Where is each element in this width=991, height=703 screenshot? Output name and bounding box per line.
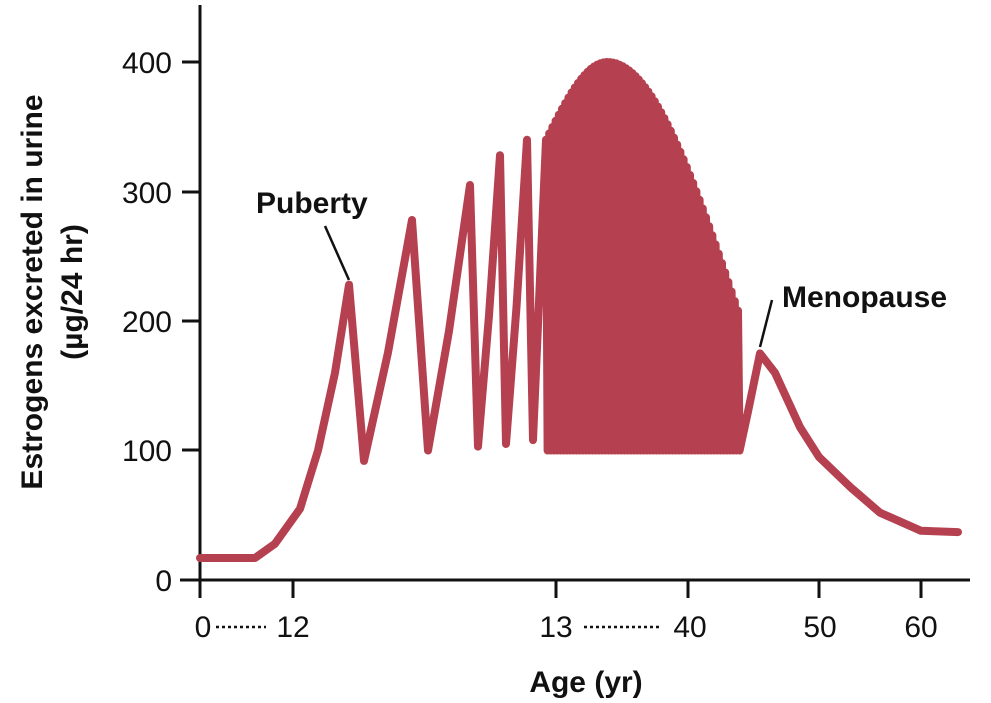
annotation-menopause: Menopause <box>782 281 947 314</box>
y-tick-label-200: 200 <box>122 306 172 339</box>
x-tick-label-60: 60 <box>904 611 937 644</box>
y-ticks: 0 100 200 300 400 <box>122 47 200 598</box>
x-axis-title: Age (yr) <box>529 666 642 699</box>
y-axis-unit: (µg/24 hr) <box>56 224 89 360</box>
x-tick-label-13: 13 <box>539 611 572 644</box>
estrogen-series-line <box>196 58 962 562</box>
x-tick-label-50: 50 <box>803 611 836 644</box>
menopause-pointer <box>758 299 774 348</box>
x-ticks: 0 12 13 40 50 60 <box>195 580 938 644</box>
x-tick-label-0: 0 <box>195 611 212 644</box>
annotation-puberty: Puberty <box>256 187 368 220</box>
x-tick-label-12: 12 <box>276 611 309 644</box>
y-tick-label-0: 0 <box>155 565 172 598</box>
puberty-pointer <box>323 225 351 281</box>
x-tick-label-40: 40 <box>673 611 706 644</box>
y-tick-label-300: 300 <box>122 177 172 210</box>
y-tick-label-400: 400 <box>122 47 172 80</box>
y-axis-title: Estrogens excreted in urine <box>16 94 49 489</box>
y-tick-label-100: 100 <box>122 435 172 468</box>
